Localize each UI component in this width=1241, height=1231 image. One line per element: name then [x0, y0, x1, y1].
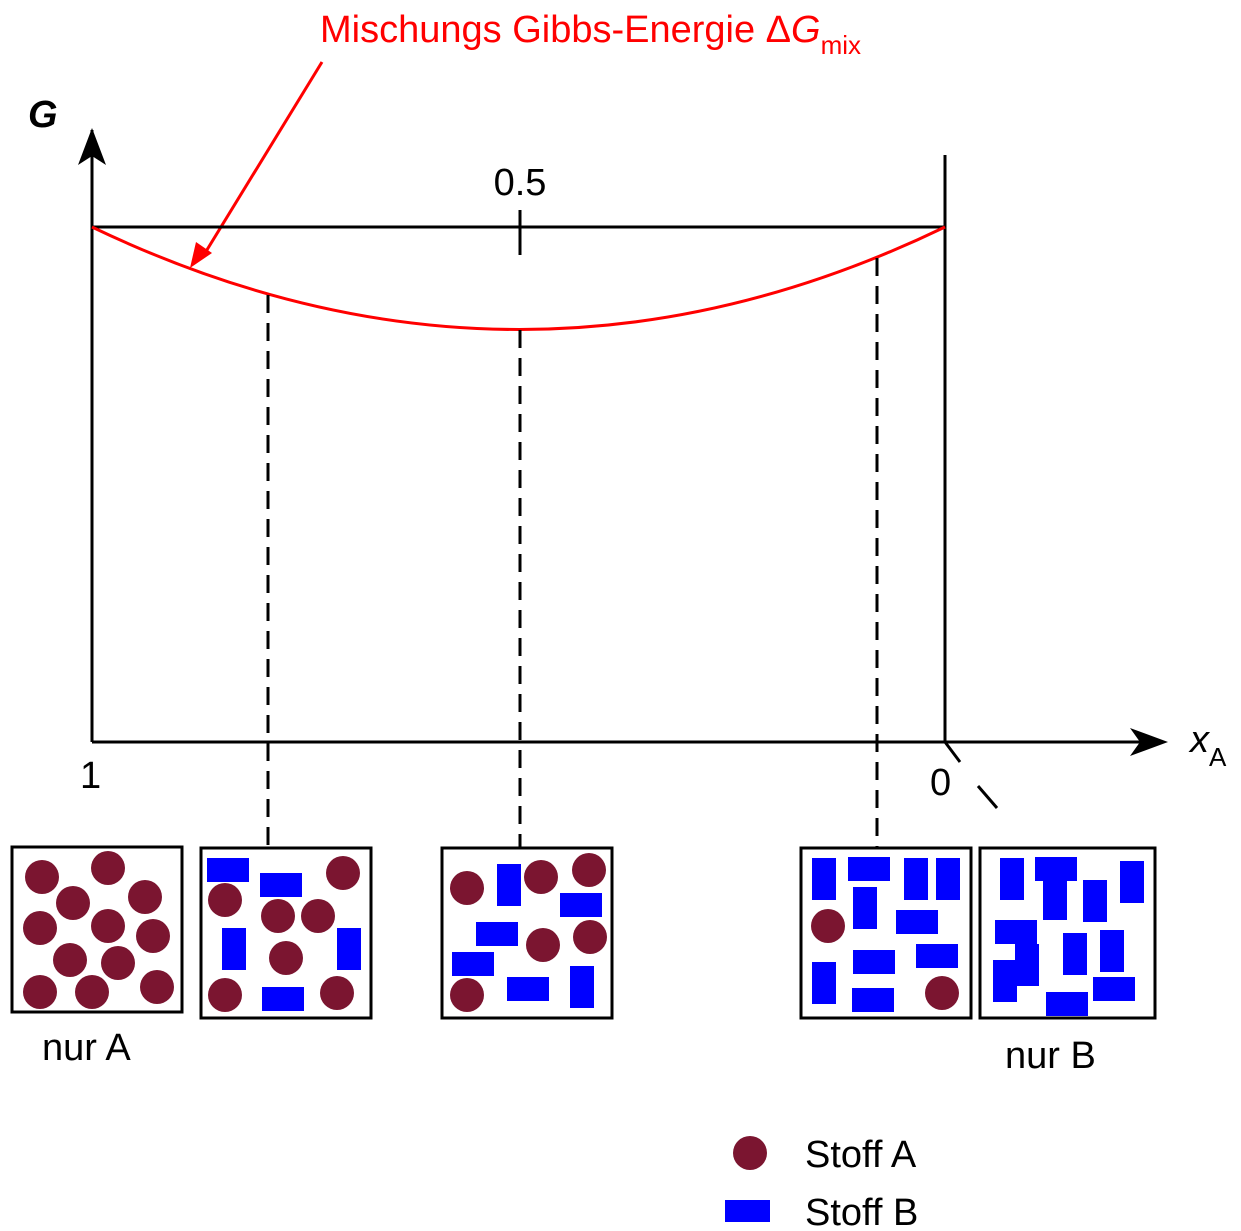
particle-b: [1100, 930, 1124, 972]
particle-a: [53, 943, 87, 977]
particles-a: [23, 851, 959, 1012]
particle-b: [853, 950, 895, 974]
particle-b: [896, 910, 938, 934]
particle-a: [450, 871, 484, 905]
particle-a: [573, 920, 607, 954]
legend-label: Stoff B: [805, 1192, 918, 1231]
x-arrowhead: [1130, 728, 1168, 756]
box: [440, 846, 614, 1020]
legend-label: Stoff A: [805, 1134, 917, 1176]
x-axis-label: xA: [1188, 719, 1227, 772]
particle-b: [812, 858, 836, 900]
particle-a: [23, 911, 57, 945]
annotation-arrow: [200, 61, 324, 259]
annotation-subscript: mix: [821, 30, 861, 60]
particle-b: [207, 858, 249, 882]
annotation-arrowhead: [190, 242, 212, 268]
particle-a: [524, 860, 558, 894]
annotation-symbol: G: [791, 9, 821, 51]
particle-a: [925, 976, 959, 1010]
x-tick-label: 0.5: [494, 162, 547, 204]
boxes: [10, 845, 1157, 1020]
particle-a: [91, 909, 125, 943]
particle-a: [320, 976, 354, 1010]
particle-b: [1120, 861, 1144, 903]
y-arrowhead: [78, 128, 106, 165]
particle-b: [570, 966, 594, 1008]
particle-a: [56, 886, 90, 920]
particle-b: [1046, 992, 1088, 1016]
particle-b: [337, 928, 361, 970]
particle-a: [572, 853, 606, 887]
particle-b: [848, 857, 890, 881]
particle-b: [507, 977, 549, 1001]
particle-b: [497, 864, 521, 906]
particle-a: [25, 860, 59, 894]
box-label: nur B: [1005, 1035, 1096, 1077]
particle-b: [1015, 944, 1039, 986]
particle-a: [208, 978, 242, 1012]
particle-b: [1000, 858, 1024, 900]
particle-a: [208, 883, 242, 917]
x-tick-label: 1: [80, 755, 101, 797]
particle-b: [995, 920, 1037, 944]
particle-a: [301, 899, 335, 933]
particle-b: [936, 858, 960, 900]
particle-b: [260, 873, 302, 897]
box: [799, 846, 973, 1020]
particle-a: [91, 851, 125, 885]
particle-a: [140, 970, 174, 1004]
particle-a: [136, 919, 170, 953]
x-axis-subscript: A: [1209, 742, 1227, 772]
gibbs-curve: [91, 225, 946, 331]
x-tick-label: 0: [930, 762, 951, 804]
box-label: nur A: [42, 1027, 131, 1069]
particle-a: [269, 941, 303, 975]
particle-b: [1083, 880, 1107, 922]
particle-b: [452, 952, 494, 976]
particle-b: [262, 987, 304, 1011]
particle-b: [1035, 857, 1077, 881]
particle-a: [326, 856, 360, 890]
particle-a: [128, 880, 162, 914]
particle-b: [222, 928, 246, 970]
legend-swatch: [733, 1136, 767, 1170]
box: [10, 845, 184, 1014]
particle-b: [560, 893, 602, 917]
annotation: Mischungs Gibbs-Energie ΔGmix: [320, 9, 861, 60]
box: [978, 846, 1157, 1020]
particle-a: [526, 928, 560, 962]
particle-b: [904, 858, 928, 900]
dashed-lines: [266, 258, 879, 848]
y-axis-label: G: [28, 94, 58, 136]
particle-b: [1043, 878, 1067, 920]
particle-a: [75, 975, 109, 1009]
particle-b: [1093, 977, 1135, 1001]
particle-b: [1063, 933, 1087, 975]
particle-b: [916, 944, 958, 968]
particle-a: [261, 899, 295, 933]
particle-b: [476, 922, 518, 946]
particle-b: [852, 988, 894, 1012]
particles-b: [207, 857, 1144, 1016]
annotation-text: Mischungs Gibbs-Energie Δ: [320, 9, 791, 51]
legend-swatch: [725, 1200, 770, 1222]
tick-slash: [976, 785, 999, 809]
particle-a: [450, 978, 484, 1012]
particle-a: [23, 975, 57, 1009]
tick-slash: [943, 741, 962, 763]
particle-b: [812, 962, 836, 1004]
particle-a: [101, 946, 135, 980]
particle-b: [853, 887, 877, 929]
x-axis-symbol: x: [1188, 719, 1211, 761]
box: [199, 846, 373, 1020]
particle-a: [811, 909, 845, 943]
particle-b: [993, 960, 1017, 1002]
